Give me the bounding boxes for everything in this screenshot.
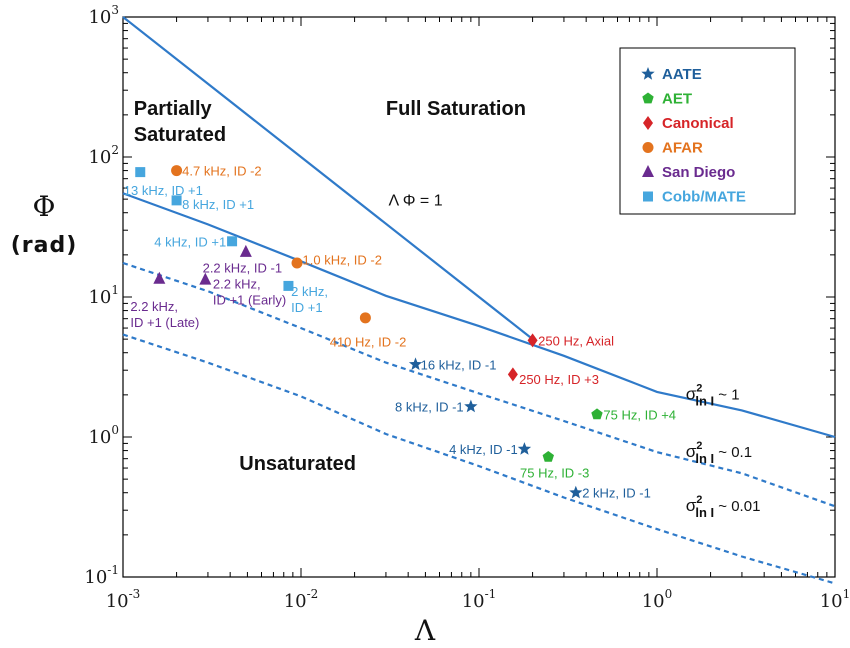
legend-item: AET — [662, 91, 692, 108]
point-label: 4 kHz, ID +1 — [154, 234, 226, 249]
y-axis-title: Φ — [33, 190, 56, 223]
y-axis-unit: (rad) — [11, 233, 78, 258]
axis-titles: Λ Φ (rad) — [11, 190, 436, 647]
x-axis-title: Λ — [414, 614, 436, 647]
curve-label: Λ Φ = 1 — [388, 193, 442, 210]
point-label: 250 Hz, Axial — [538, 333, 614, 348]
point-label: 75 Hz, ID -3 — [520, 465, 589, 480]
data-point — [507, 367, 518, 382]
curve-label: σ2 ln I ~ 1 — [686, 383, 740, 409]
point-label: 2.2 kHz, ID +1 (Early) — [213, 276, 286, 307]
data-point — [591, 408, 603, 420]
x-tick-label: 101 — [820, 587, 850, 612]
legend-marker — [643, 191, 653, 202]
legend-marker — [642, 92, 654, 104]
legend: AATE AET Canonical AFAR San Diego Cobb/MATE — [619, 47, 796, 215]
data-point — [135, 167, 146, 178]
point-label: 16 kHz, ID -1 — [421, 357, 497, 372]
legend-marker — [643, 116, 653, 130]
curve-3 — [122, 333, 836, 585]
data-point — [171, 165, 183, 177]
legend-marker — [642, 165, 654, 177]
point-label: 410 Hz, ID -2 — [330, 335, 407, 350]
region-labels: Partially Saturated Full Saturation Unsatur… — [134, 98, 526, 475]
legend-marker — [641, 67, 655, 80]
axis-ticks: 10-3 10-2 10-1 100 101 10-1 100 101 102 103 — [84, 3, 850, 612]
point-label: 2 kHz, ID -1 — [582, 486, 651, 501]
curve-0 — [122, 16, 534, 340]
data-point — [239, 244, 252, 257]
curve-label: σ2 ln I ~ 0.01 — [686, 494, 761, 520]
y-tick-label: 100 — [88, 423, 119, 448]
point-label: 4.7 kHz, ID -2 — [182, 164, 261, 179]
point-label: 1.0 kHz, ID -2 — [303, 253, 382, 268]
data-point — [291, 257, 303, 269]
data-point — [517, 442, 532, 455]
curve-2 — [122, 261, 836, 508]
point-label: 2 kHz, ID +1 — [291, 284, 328, 315]
y-tick-label: 102 — [88, 143, 119, 168]
curve-label: σ2 ln I ~ 0.1 — [686, 440, 752, 466]
legend-item: Canonical — [662, 115, 734, 132]
y-tick-label: 103 — [88, 3, 119, 28]
point-label: 250 Hz, ID +3 — [519, 372, 599, 387]
legend-item: AATE — [662, 66, 702, 83]
data-point — [171, 195, 182, 206]
y-tick-label: 10-1 — [84, 563, 119, 588]
region-label-full: Full Saturation — [386, 98, 526, 120]
region-label-partially: Partially Saturated — [134, 98, 226, 146]
point-label: 2.2 kHz, ID +1 (Late) — [130, 299, 199, 330]
region-label-unsaturated: Unsaturated — [239, 453, 356, 475]
data-point — [408, 357, 423, 371]
data-points: 16 kHz, ID -1 8 kHz, ID -1 4 kHz, ID -1 2 k… — [124, 164, 676, 501]
x-tick-label: 10-2 — [284, 587, 319, 612]
data-point — [569, 485, 583, 499]
data-point — [542, 451, 554, 462]
legend-item: AFAR — [662, 140, 703, 157]
point-label: 2.2 kHz, ID -1 — [203, 261, 282, 276]
curve-1 — [122, 192, 836, 439]
legend-item: San Diego — [662, 164, 735, 181]
point-label: 8 kHz, ID +1 — [182, 197, 254, 212]
data-point — [359, 312, 371, 324]
data-point — [227, 236, 238, 247]
data-point — [199, 272, 212, 285]
data-point — [464, 399, 478, 413]
point-label: 4 kHz, ID -1 — [449, 442, 518, 457]
point-label: 8 kHz, ID -1 — [395, 400, 464, 415]
point-label: 75 Hz, ID +4 — [603, 407, 676, 422]
data-point — [153, 271, 166, 284]
x-tick-label: 10-3 — [106, 587, 141, 612]
curves: Λ Φ = 1 σ2 ln I ~ 1 σ2 ln I ~ 0.1 σ2 ln I ~ 0.… — [122, 16, 836, 585]
x-tick-label: 10-1 — [462, 587, 497, 612]
data-point — [283, 280, 294, 291]
data-point — [527, 333, 538, 348]
legend-item: Cobb/MATE — [662, 189, 746, 206]
legend-marker — [642, 142, 654, 153]
x-tick-label: 100 — [642, 587, 673, 612]
y-tick-label: 101 — [88, 283, 119, 308]
point-label: 13 kHz, ID +1 — [124, 183, 203, 198]
